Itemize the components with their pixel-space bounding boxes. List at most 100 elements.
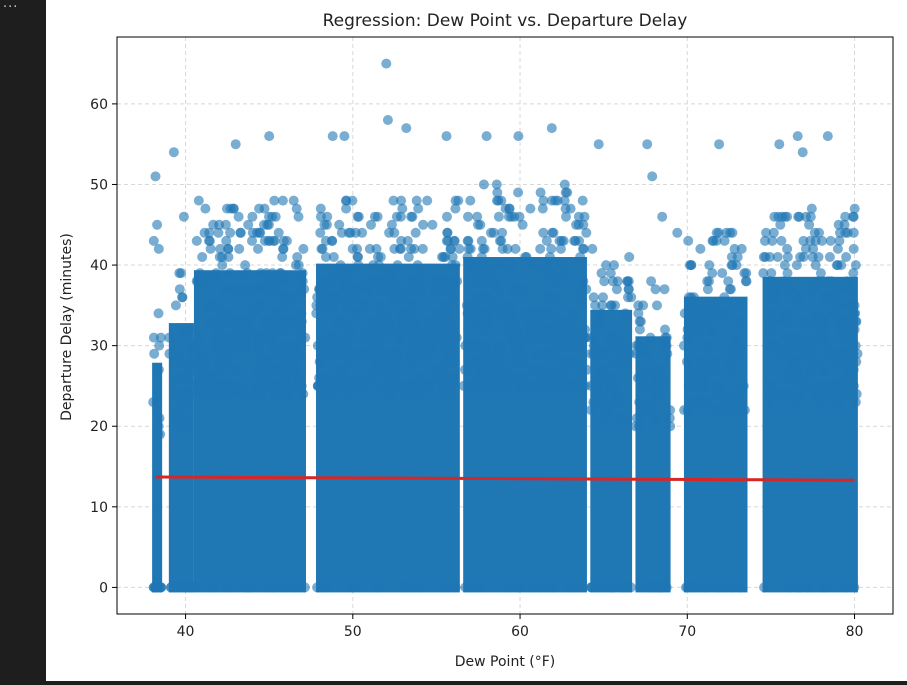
scatter-point (199, 227, 210, 238)
scatter-point (242, 582, 253, 593)
scatter-point (545, 348, 556, 359)
scatter-point (338, 276, 349, 287)
scatter-point (815, 397, 826, 408)
scatter-point (780, 308, 791, 319)
scatter-point (607, 380, 618, 391)
scatter-point (148, 397, 159, 408)
scatter-point (195, 348, 206, 359)
scatter-point (334, 219, 345, 230)
scatter-point (213, 227, 224, 238)
scatter-point (200, 203, 211, 214)
scatter-point (835, 227, 845, 238)
output-overflow-indicator[interactable]: ... (3, 0, 19, 11)
scatter-point (578, 276, 589, 287)
notebook-gutter: ... (0, 0, 46, 681)
scatter-point (503, 372, 514, 383)
scatter-point (449, 356, 460, 367)
scatter-point (642, 348, 653, 359)
scatter-point (272, 276, 282, 287)
scatter-point (481, 372, 492, 383)
scatter-point (763, 340, 774, 351)
scatter-point (848, 211, 859, 222)
scatter-point (331, 340, 342, 351)
scatter-point (341, 203, 352, 214)
scatter-point (255, 268, 266, 279)
scatter-point (547, 372, 558, 383)
scatter-point (523, 380, 534, 391)
scatter-point (556, 364, 567, 375)
scatter-point (839, 219, 850, 230)
scatter-point (153, 421, 164, 432)
scatter-point (672, 227, 683, 238)
scatter-point (849, 203, 860, 214)
scatter-point (357, 227, 368, 238)
scatter-point (431, 276, 442, 287)
scatter-point (264, 131, 275, 142)
scatter-point (851, 316, 862, 327)
scatter-point (511, 356, 522, 367)
scatter-point (298, 389, 309, 399)
scatter-point (153, 243, 164, 254)
scatter-point (724, 284, 735, 295)
scatter-point (694, 397, 705, 408)
scatter-point (184, 324, 194, 335)
scatter-point (725, 397, 736, 408)
scatter-point (277, 380, 288, 391)
scatter-point (327, 131, 338, 142)
scatter-point (660, 324, 670, 335)
scatter-point (224, 348, 235, 359)
scatter-point (410, 227, 421, 238)
scatter-point (337, 380, 348, 391)
scatter-point (701, 582, 712, 593)
scatter-point (606, 300, 617, 311)
scatter-point (466, 260, 477, 271)
scatter-point (686, 260, 697, 271)
scatter-point (362, 284, 373, 295)
scatter-point (509, 316, 520, 327)
scatter-point (217, 260, 228, 271)
scatter-point (177, 292, 188, 303)
scatter-point (517, 219, 528, 230)
scatter-point (814, 227, 824, 238)
scatter-point (815, 324, 826, 335)
x-tick-label: 60 (511, 624, 529, 640)
scatter-point (782, 211, 793, 222)
scatter-point (540, 372, 551, 383)
scatter-point (810, 260, 821, 271)
scatter-point (513, 348, 524, 359)
scatter-point (478, 308, 489, 319)
scatter-point (556, 235, 567, 246)
scatter-point (579, 211, 590, 222)
scatter-point (415, 268, 426, 279)
scatter-point (374, 260, 384, 271)
scatter-point (509, 340, 520, 351)
y-tick-label: 60 (90, 97, 108, 113)
scatter-point (377, 308, 388, 319)
scatter-point (148, 235, 159, 246)
scatter-point (559, 372, 570, 383)
scatter-point (725, 356, 736, 367)
scatter-point (520, 252, 531, 262)
scatter-point (395, 243, 406, 254)
scatter-point (230, 316, 241, 327)
scatter-point (380, 324, 391, 335)
scatter-point (374, 276, 385, 287)
scatter-point (597, 300, 608, 311)
scatter-point (729, 405, 740, 416)
scatter-point (311, 308, 322, 319)
scatter-point (263, 582, 274, 593)
scatter-point (458, 380, 469, 391)
scatter-point (830, 380, 841, 391)
scatter-point (783, 389, 794, 399)
scatter-point (695, 356, 706, 367)
scatter-point (491, 179, 502, 190)
scatter-point (440, 324, 451, 335)
scatter-point (248, 308, 259, 319)
scatter-point (693, 324, 704, 335)
dense-point-region (463, 257, 587, 593)
scatter-point (557, 260, 568, 271)
scatter-point (367, 372, 378, 383)
scatter-point (223, 582, 234, 593)
scatter-point (633, 300, 644, 311)
scatter-point (494, 340, 505, 351)
